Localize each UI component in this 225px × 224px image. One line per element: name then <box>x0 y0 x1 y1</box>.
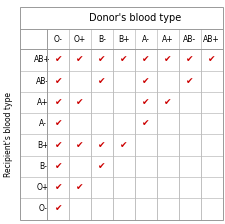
Text: B+: B+ <box>118 35 130 44</box>
Text: AB+: AB+ <box>203 35 220 44</box>
Text: ✔: ✔ <box>98 55 106 65</box>
Text: ✔: ✔ <box>54 77 62 86</box>
Text: ✔: ✔ <box>98 140 106 150</box>
Text: ✔: ✔ <box>54 204 62 213</box>
Text: O+: O+ <box>74 35 86 44</box>
Text: ✔: ✔ <box>76 55 84 65</box>
Text: A-: A- <box>39 119 47 128</box>
Text: ✔: ✔ <box>142 98 150 107</box>
Text: O-: O- <box>38 204 47 213</box>
Text: ✔: ✔ <box>208 55 216 65</box>
Text: AB-: AB- <box>183 35 196 44</box>
Text: ✔: ✔ <box>76 140 84 150</box>
Text: ✔: ✔ <box>164 55 172 65</box>
Text: ✔: ✔ <box>54 183 62 192</box>
Text: ✔: ✔ <box>54 140 62 150</box>
Text: ✔: ✔ <box>120 55 128 65</box>
Text: Donor's blood type: Donor's blood type <box>89 13 181 23</box>
Text: O+: O+ <box>37 183 49 192</box>
Text: ✔: ✔ <box>186 77 194 86</box>
Text: O-: O- <box>54 35 63 44</box>
Text: B-: B- <box>98 35 106 44</box>
Text: ✔: ✔ <box>76 183 84 192</box>
Text: ✔: ✔ <box>54 55 62 65</box>
Text: ✔: ✔ <box>54 162 62 171</box>
Text: ✔: ✔ <box>142 55 150 65</box>
Text: A-: A- <box>142 35 150 44</box>
Text: ✔: ✔ <box>142 77 150 86</box>
Text: ✔: ✔ <box>142 119 150 128</box>
Text: ✔: ✔ <box>98 162 106 171</box>
Text: ✔: ✔ <box>54 119 62 128</box>
Text: ✔: ✔ <box>164 98 172 107</box>
Text: ✔: ✔ <box>76 98 84 107</box>
Text: ✔: ✔ <box>98 77 106 86</box>
Text: ✔: ✔ <box>120 140 128 150</box>
Text: AB-: AB- <box>36 77 49 86</box>
Text: A+: A+ <box>162 35 174 44</box>
Text: ✔: ✔ <box>186 55 194 65</box>
Text: A+: A+ <box>37 98 49 107</box>
Text: B+: B+ <box>37 140 49 150</box>
Text: Recipient's blood type: Recipient's blood type <box>4 92 13 177</box>
Text: B-: B- <box>39 162 47 171</box>
Text: ✔: ✔ <box>54 98 62 107</box>
Text: AB+: AB+ <box>34 55 51 65</box>
